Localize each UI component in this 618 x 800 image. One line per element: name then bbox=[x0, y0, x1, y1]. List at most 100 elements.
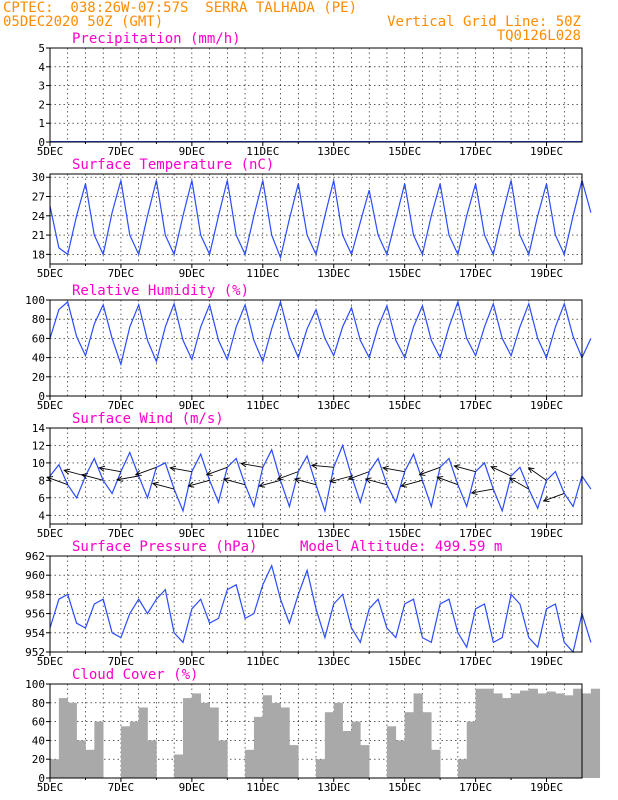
wind-vector bbox=[419, 466, 441, 476]
pressure-ytick-label: 958 bbox=[25, 588, 45, 601]
humidity-xtick-label: 19DEC bbox=[530, 399, 563, 412]
cloud-bar bbox=[50, 759, 60, 778]
pressure-frame bbox=[49, 555, 583, 653]
wind-vector-head bbox=[436, 476, 444, 482]
cloud-xtick-label: 19DEC bbox=[530, 781, 563, 794]
cloud-bar bbox=[120, 726, 131, 778]
cloud-bar bbox=[245, 749, 255, 778]
humidity-title: Relative Humidity (%) bbox=[72, 283, 249, 299]
wind-vector bbox=[46, 476, 68, 486]
temperature-xtick-label: 19DEC bbox=[530, 267, 563, 280]
wind-vector-head bbox=[490, 466, 498, 472]
humidity-xtick-label: 13DEC bbox=[317, 399, 350, 412]
cloud-ytick-label: 20 bbox=[32, 753, 45, 766]
pressure-subtitle: Model Altitude: 499.59 m bbox=[300, 539, 502, 555]
cloud-bar bbox=[218, 740, 228, 778]
wind-vector bbox=[365, 478, 388, 486]
pressure-ytick-label: 952 bbox=[25, 646, 45, 659]
wind-ytick-label: 8 bbox=[38, 474, 45, 487]
pressure-xtick-label: 9DEC bbox=[179, 655, 206, 668]
header-run-id: TQ0126L028 bbox=[496, 28, 581, 44]
wind-frame bbox=[49, 427, 583, 525]
pressure-xtick-label: 7DEC bbox=[108, 655, 135, 668]
wind-vector bbox=[241, 463, 263, 468]
cloud-bar bbox=[582, 693, 592, 778]
pressure-xtick-label: 17DEC bbox=[459, 655, 492, 668]
temperature-series-line bbox=[49, 178, 592, 260]
wind-vector-head bbox=[258, 481, 266, 488]
wind-vector-head bbox=[418, 470, 426, 476]
pressure-ytick-label: 954 bbox=[25, 627, 45, 640]
wind-ytick-label: 14 bbox=[32, 422, 46, 435]
wind-vector bbox=[543, 493, 565, 502]
temperature-frame bbox=[49, 173, 583, 265]
wind-series-line bbox=[49, 443, 592, 514]
wind-vector-head bbox=[364, 477, 372, 484]
temperature-title: Surface Temperature (nC) bbox=[72, 157, 274, 173]
wind-xtick-label: 11DEC bbox=[246, 527, 279, 540]
humidity-xtick-label: 15DEC bbox=[388, 399, 421, 412]
cloud-bar bbox=[484, 688, 494, 778]
wind-vector bbox=[382, 467, 405, 473]
cloud-bar bbox=[386, 726, 397, 778]
temperature-ytick-label: 30 bbox=[32, 171, 45, 184]
cloud-xtick-label: 11DEC bbox=[246, 781, 279, 794]
precipitation-xtick-label: 11DEC bbox=[246, 145, 279, 158]
wind-vector bbox=[259, 479, 281, 487]
cloud-bar bbox=[564, 695, 574, 778]
pressure-xtick-label: 15DEC bbox=[388, 655, 421, 668]
cloud-bar bbox=[422, 712, 432, 778]
humidity-series-line bbox=[49, 299, 592, 367]
wind-vector-head bbox=[347, 474, 355, 481]
cloud-bar bbox=[333, 702, 343, 778]
wind-vector-head bbox=[276, 474, 284, 481]
wind-vector bbox=[528, 467, 547, 481]
cloud-bar bbox=[431, 749, 441, 778]
humidity-ytick-label: 0 bbox=[38, 390, 45, 403]
wind-vector-head bbox=[222, 477, 230, 484]
wind-vector-head bbox=[205, 470, 213, 476]
cloud-xtick-label: 15DEC bbox=[388, 781, 421, 794]
cloud-bar bbox=[324, 712, 335, 778]
cloud-bar bbox=[58, 698, 69, 778]
cloud-xtick-label: 5DEC bbox=[37, 781, 64, 794]
cloud-xtick-label: 7DEC bbox=[108, 781, 135, 794]
cloud-bar bbox=[271, 702, 281, 778]
cloud-bar bbox=[475, 688, 485, 778]
cloud-bar bbox=[138, 707, 148, 778]
wind-vector bbox=[454, 465, 476, 473]
precipitation-xtick-label: 13DEC bbox=[317, 145, 350, 158]
cloud-bar bbox=[573, 688, 583, 778]
wind-vector-head bbox=[508, 477, 516, 484]
humidity-ytick-label: 60 bbox=[32, 332, 45, 345]
temperature-ytick-label: 21 bbox=[32, 229, 45, 242]
cloud-ytick-label: 100 bbox=[25, 678, 45, 691]
wind-xtick-label: 5DEC bbox=[37, 527, 64, 540]
temperature-xtick-label: 5DEC bbox=[37, 267, 64, 280]
wind-vector bbox=[311, 464, 334, 468]
cloud-bar bbox=[94, 721, 104, 778]
wind-vector-head bbox=[98, 465, 106, 472]
wind-vector-head bbox=[240, 461, 248, 468]
wind-vector bbox=[99, 467, 122, 473]
pressure-xtick-label: 11DEC bbox=[246, 655, 279, 668]
precipitation-xtick-label: 7DEC bbox=[108, 145, 135, 158]
wind-xtick-label: 13DEC bbox=[317, 527, 350, 540]
precipitation-xtick-label: 9DEC bbox=[179, 145, 206, 158]
pressure-title: Surface Pressure (hPa) bbox=[72, 539, 257, 555]
cloud-bar bbox=[537, 693, 547, 778]
humidity-ytick-label: 20 bbox=[32, 371, 45, 384]
wind-vector-head bbox=[63, 468, 71, 475]
temperature-xtick-label: 9DEC bbox=[179, 267, 206, 280]
cloud-bar bbox=[457, 759, 468, 778]
wind-ytick-label: 4 bbox=[38, 509, 45, 522]
temperature-xtick-label: 11DEC bbox=[246, 267, 279, 280]
cloud-bar bbox=[404, 712, 414, 778]
wind-vector bbox=[206, 466, 228, 476]
wind-xtick-label: 15DEC bbox=[388, 527, 421, 540]
cloud-bar bbox=[147, 740, 157, 778]
precipitation-ytick-label: 3 bbox=[38, 80, 45, 93]
wind-ytick-label: 10 bbox=[32, 457, 45, 470]
cloud-bar bbox=[289, 745, 299, 778]
precipitation-ytick-label: 5 bbox=[38, 42, 45, 55]
